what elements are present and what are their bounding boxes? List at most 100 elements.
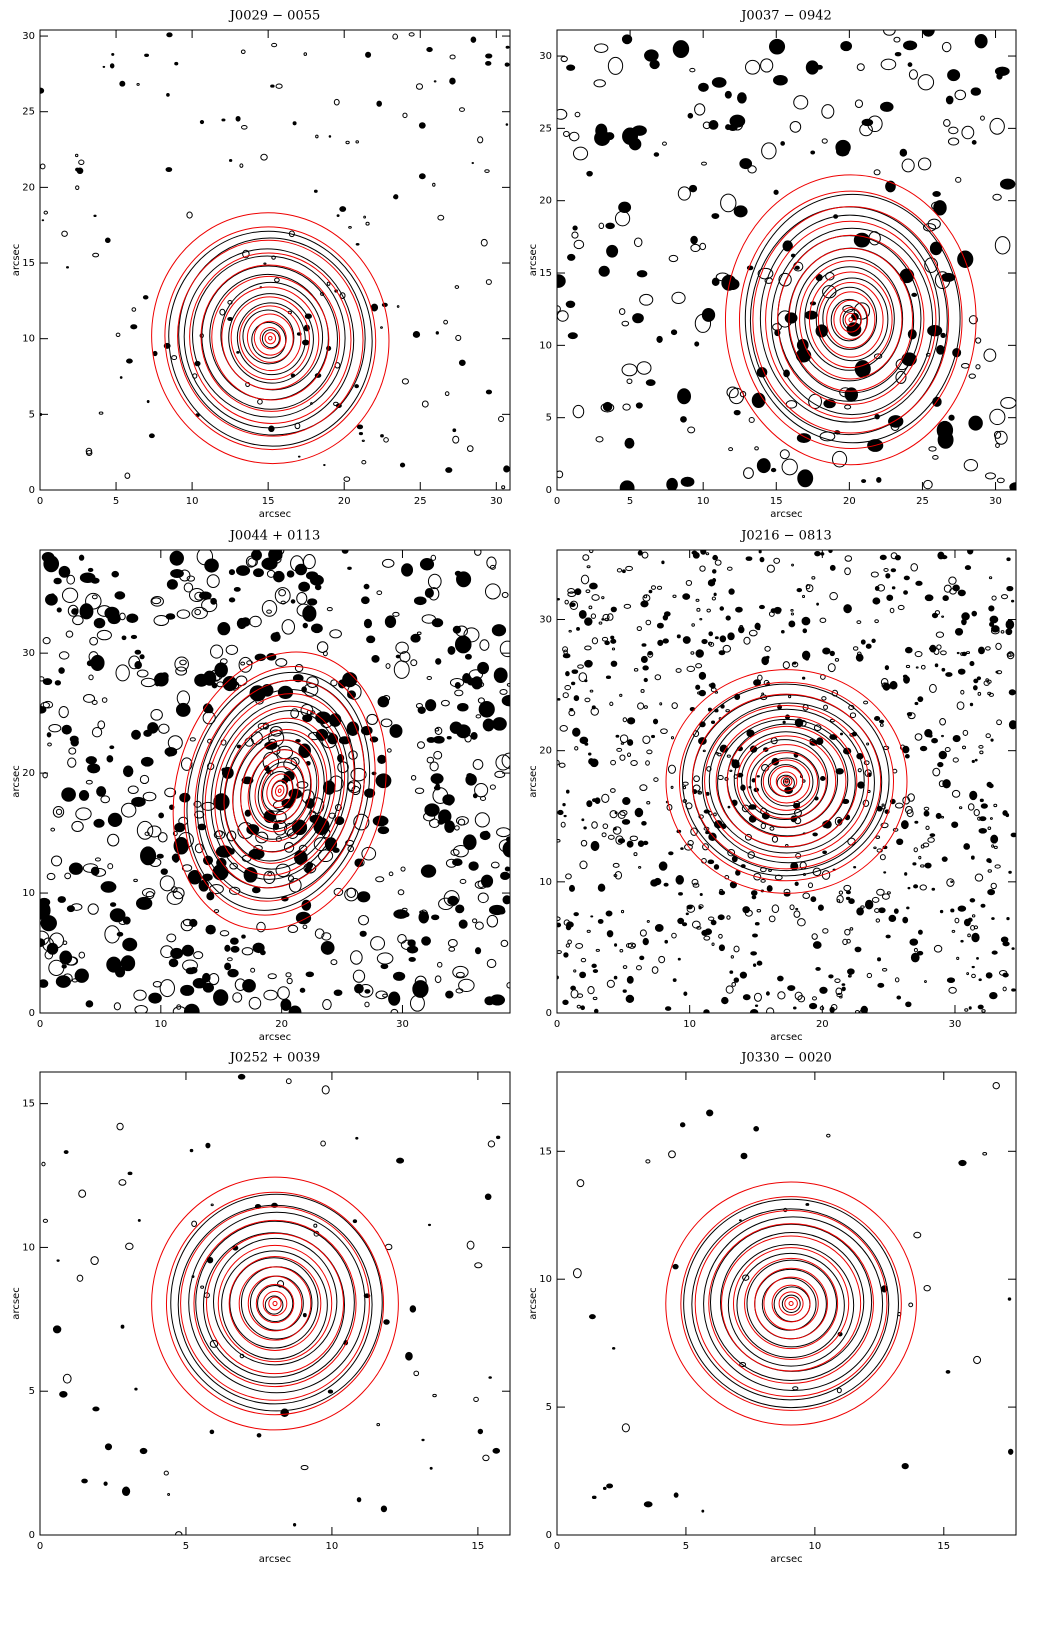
noise-contour [1008,1449,1012,1454]
noise-contour [558,810,563,814]
noise-contour [65,790,73,800]
noise-contour [478,662,489,673]
noise-contour [712,78,726,88]
x-tick-label: 10 [326,1541,339,1552]
noise-contour [295,664,303,671]
noise-contour [905,873,907,876]
noise-contour [718,776,723,780]
y-tick-label: 30 [539,51,552,62]
noise-contour [914,948,917,952]
noise-contour [334,99,339,105]
noise-contour [647,801,650,804]
noise-contour [957,702,964,710]
noise-contour [195,844,203,853]
noise-contour [170,551,183,565]
noise-contour [930,242,941,255]
x-tick-label: 25 [414,496,427,507]
noise-contour [744,637,750,644]
noise-contour [944,585,951,592]
noise-contour [1009,690,1015,695]
noise-contour [941,651,947,655]
x-tick-label: 15 [472,1541,485,1552]
noise-contour [876,836,880,838]
noise-contour [291,600,295,603]
noise-contour [192,1221,197,1226]
model-contour [722,1236,861,1371]
noise-contour [993,1082,999,1088]
noise-contour [108,864,113,869]
noise-contour [475,783,488,796]
x-tick-label: 0 [554,1019,560,1030]
noise-contour [904,41,917,50]
noise-contour [564,815,566,816]
noise-contour [915,702,918,704]
noise-contour [105,607,119,619]
noise-contour [965,566,970,570]
noise-contour [587,171,593,176]
noise-contour [962,364,970,369]
noise-contour [925,729,932,736]
galaxy-contour [230,1258,318,1348]
noise-contour [557,311,568,321]
noise-contour [959,807,961,809]
x-tick-label: 0 [37,1541,43,1552]
noise-contour [898,605,904,609]
noise-contour [883,683,889,690]
noise-contour [225,945,230,951]
noise-contour [996,643,1001,649]
noise-contour [572,232,578,238]
noise-contour [706,792,709,795]
noise-contour [91,655,104,670]
noise-contour [652,967,658,974]
noise-contour [622,570,625,573]
noise-contour [57,1260,59,1261]
noise-contour [774,190,778,194]
noise-contour [880,102,893,111]
noise-contour [267,610,272,613]
noise-contour [426,700,436,711]
noise-contour [952,930,955,932]
noise-contour [342,549,348,553]
noise-contour [808,883,812,888]
noise-contour [759,605,764,608]
noise-contour [780,450,789,459]
noise-contour [47,733,51,737]
noise-contour [89,675,93,680]
model-contour [739,191,962,448]
noise-contour [580,737,588,744]
noise-contour [242,948,253,955]
noise-contour [68,758,76,767]
noise-contour [264,263,266,264]
noise-contour [634,853,637,856]
noise-contour [373,816,388,826]
noise-contour [683,594,690,600]
noise-contour [79,791,88,801]
noise-contour [434,786,440,790]
noise-contour [602,597,604,599]
x-tick-label: 5 [113,496,119,507]
noise-contour [652,735,655,737]
noise-contour [673,595,676,597]
noise-contour [149,993,162,1003]
noise-contour [637,966,642,970]
noise-contour [225,963,231,970]
noise-contour [389,872,393,876]
noise-contour [968,934,971,937]
noise-contour [102,698,107,703]
noise-contour [640,930,646,936]
noise-contour [279,590,286,596]
noise-contour [567,65,575,70]
noise-contour [116,665,129,681]
noise-contour [657,623,663,628]
noise-contour [907,907,909,909]
noise-contour [754,1127,759,1131]
y-tick-label: 15 [22,258,35,269]
noise-contour [700,243,706,249]
noise-contour [579,673,587,682]
noise-contour [592,1496,596,1498]
x-tick-label: 10 [154,1019,167,1030]
noise-contour [822,139,827,143]
noise-contour [857,908,864,915]
noise-contour [587,930,590,932]
noise-contour [970,662,974,666]
